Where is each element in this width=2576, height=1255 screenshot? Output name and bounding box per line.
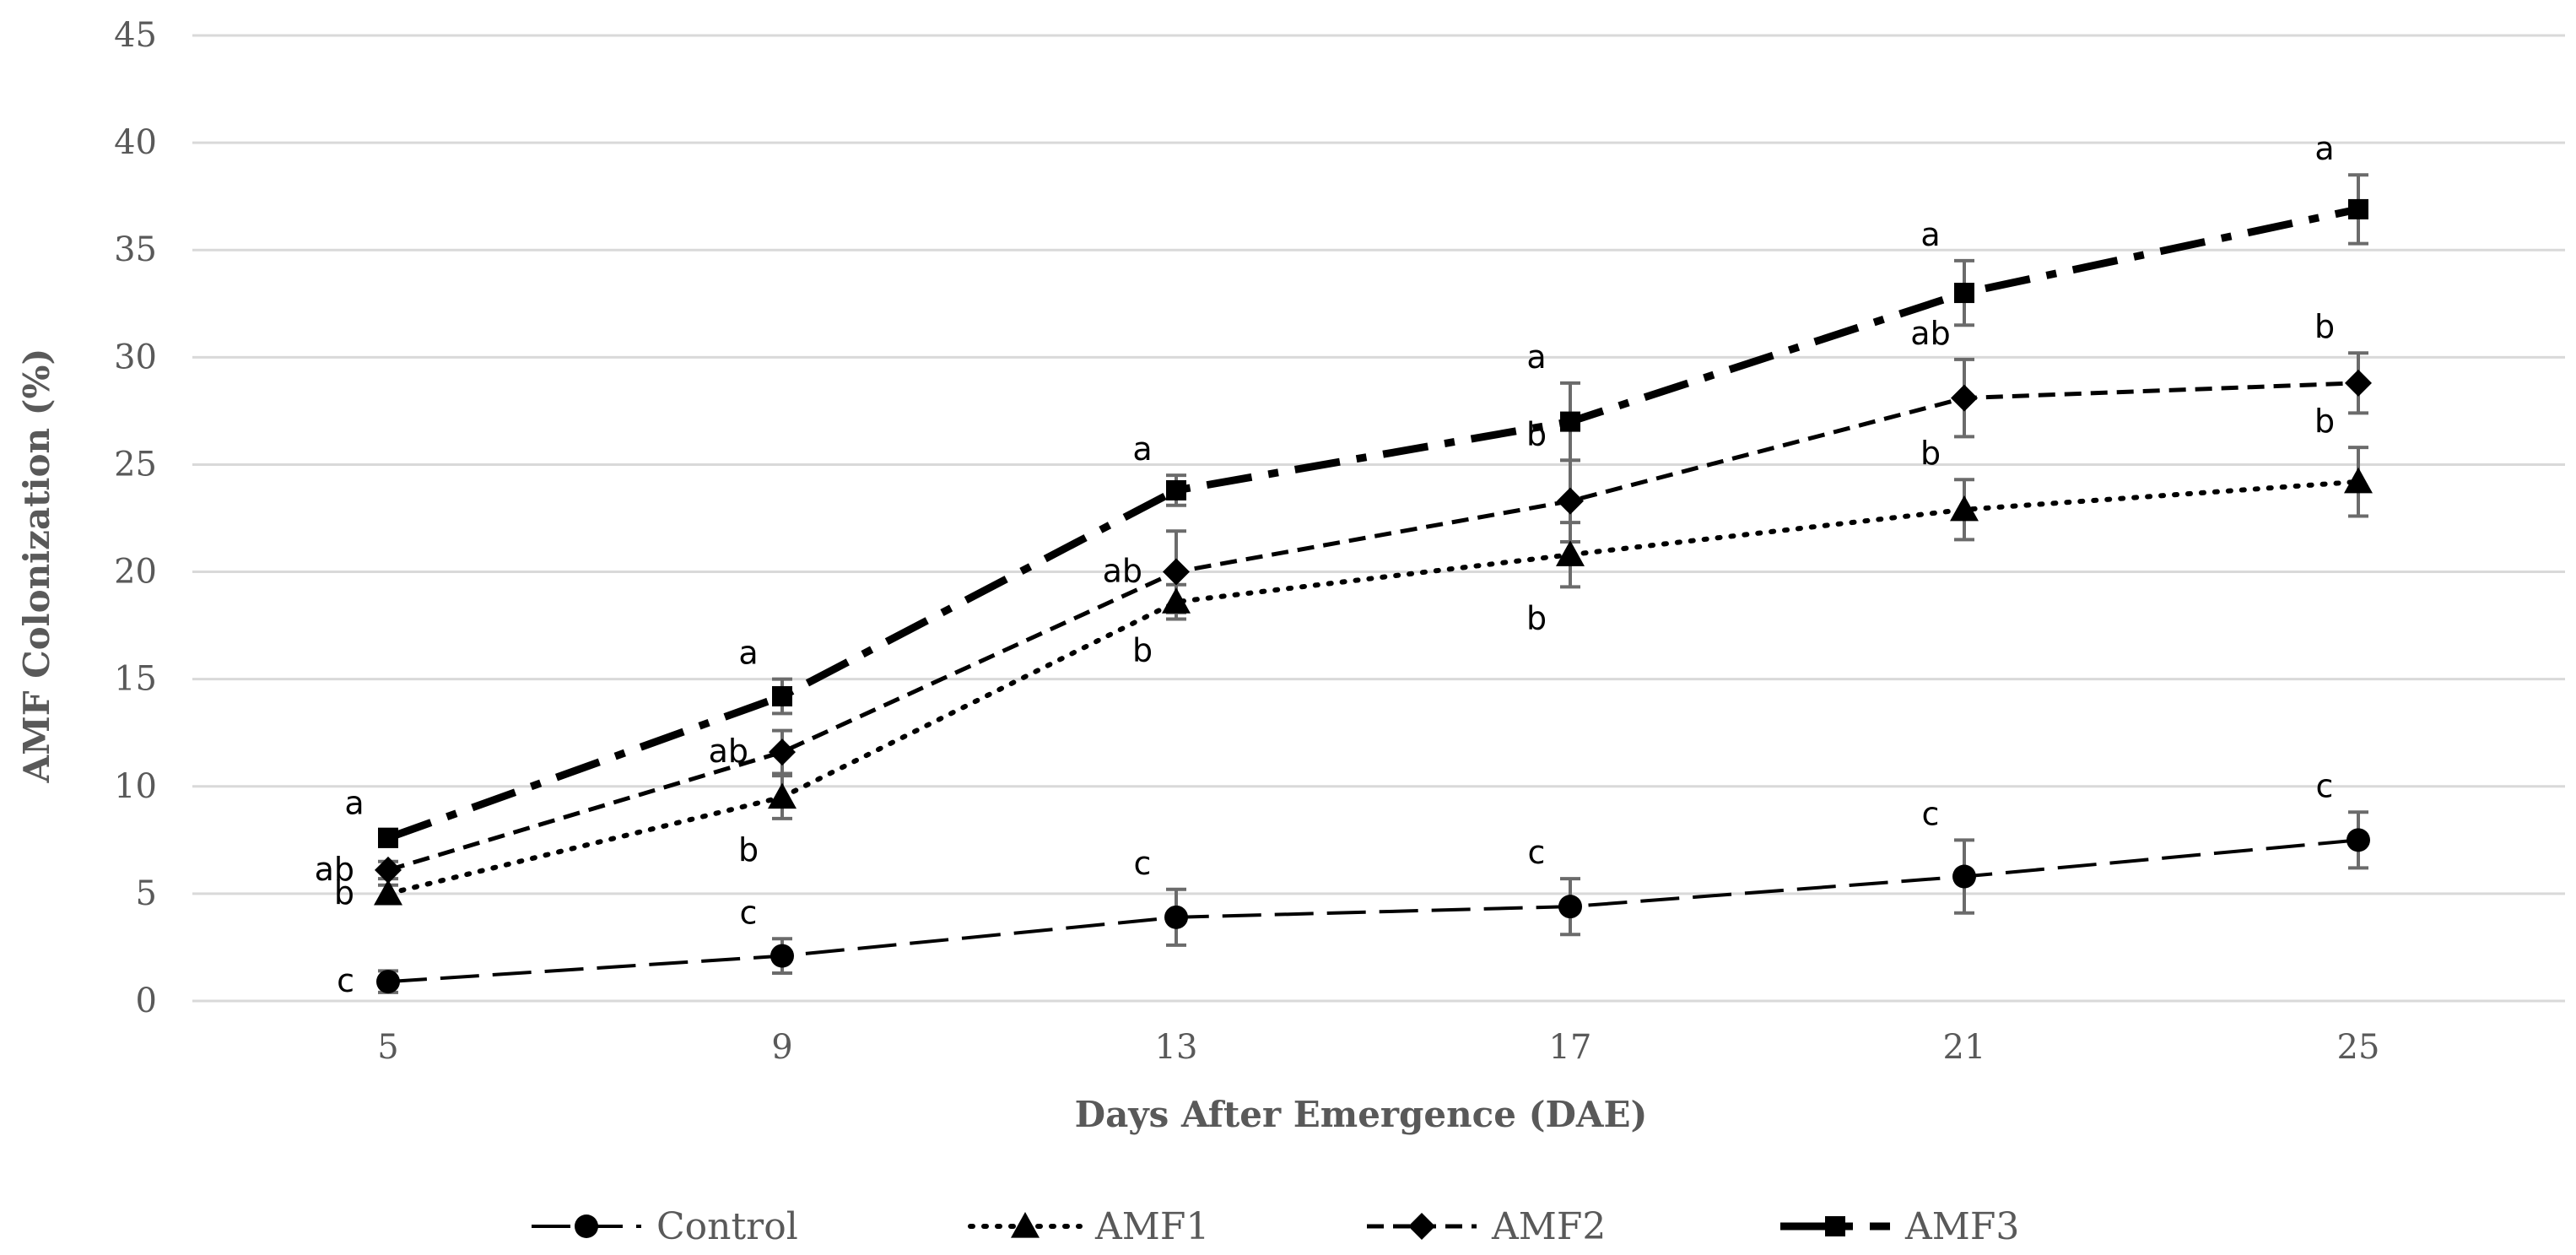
error-bars <box>378 173 2368 994</box>
y-tick-label: 25 <box>114 445 157 484</box>
series-line-amf2 <box>387 381 2359 873</box>
data-point-amf3 <box>1166 479 1186 500</box>
data-point-amf2 <box>1557 487 1584 515</box>
sig-letter-control: c <box>740 894 758 931</box>
data-point-amf3 <box>1560 411 1580 432</box>
legend-item-control: Control <box>532 1205 798 1248</box>
legend-marker-amf3 <box>1825 1216 1845 1236</box>
y-axis-ticks: 0 5 10 15 20 25 30 35 40 45 <box>114 16 157 1020</box>
x-axis-ticks: 5 9 13 17 21 25 <box>377 1028 2379 1067</box>
y-tick-label: 10 <box>114 767 157 806</box>
data-point-amf1 <box>1556 540 1585 566</box>
data-point-amf2 <box>2345 369 2372 397</box>
data-point-amf2 <box>375 856 402 884</box>
data-point-amf1 <box>1950 495 1979 522</box>
data-point-control <box>376 970 400 994</box>
series-lines <box>386 205 2361 984</box>
y-tick-label: 0 <box>136 982 157 1020</box>
y-tick-label: 40 <box>114 123 157 162</box>
y-tick-label: 45 <box>114 16 157 55</box>
sig-letter-amf2: ab <box>1103 553 1142 590</box>
data-point-amf2 <box>769 738 796 766</box>
sig-letter-amf1: b <box>334 874 354 911</box>
data-point-amf1 <box>374 879 402 906</box>
legend-label-amf3: AMF3 <box>1904 1205 2019 1248</box>
sig-letter-amf2: ab <box>709 733 748 770</box>
data-point-amf3 <box>2348 198 2368 219</box>
sig-letter-amf1: b <box>738 831 759 868</box>
y-tick-label: 15 <box>114 660 157 699</box>
y-axis-title: AMF Colonization (%) <box>16 349 57 784</box>
sig-letter-amf3: a <box>344 785 364 822</box>
series-line-amf1 <box>386 479 2361 896</box>
sig-letter-control: c <box>1134 845 1152 882</box>
sig-letter-control: c <box>1922 795 1940 832</box>
data-point-amf1 <box>768 782 797 809</box>
sig-letter-amf3: a <box>1526 338 1546 376</box>
data-point-control <box>1164 905 1188 929</box>
data-point-amf1 <box>2344 467 2373 494</box>
legend-label-amf1: AMF1 <box>1094 1205 1209 1248</box>
sig-letter-amf3: a <box>738 635 758 672</box>
legend-marker-amf1 <box>1011 1212 1040 1238</box>
data-point-control <box>770 944 794 968</box>
data-point-control <box>2346 828 2370 852</box>
sig-letter-amf3: a <box>1132 430 1152 468</box>
y-tick-label: 35 <box>114 230 157 269</box>
data-point-amf3 <box>772 686 792 707</box>
x-tick-label: 5 <box>377 1028 398 1067</box>
legend-label-amf2: AMF2 <box>1491 1205 1606 1248</box>
data-point-amf3 <box>1954 283 1974 304</box>
y-tick-label: 5 <box>136 874 157 913</box>
legend-marker-amf2 <box>1408 1213 1435 1240</box>
sig-letter-control: c <box>2316 767 2334 804</box>
data-point-amf2 <box>1163 558 1190 586</box>
legend-item-amf2: AMF2 <box>1367 1205 1606 1248</box>
sig-letter-amf2: b <box>1526 415 1547 452</box>
data-point-control <box>1558 895 1582 919</box>
sig-letter-control: c <box>337 962 354 999</box>
sig-letter-amf1: b <box>2314 403 2335 440</box>
data-point-control <box>1952 864 1976 889</box>
x-tick-label: 17 <box>1549 1028 1592 1067</box>
legend: Control AMF1 AMF2 AMF3 <box>532 1205 2019 1248</box>
data-point-amf3 <box>378 827 398 848</box>
sig-letter-amf3: a <box>1920 216 1940 253</box>
sig-letter-amf2: b <box>2314 308 2335 345</box>
x-tick-label: 21 <box>1943 1028 1986 1067</box>
y-tick-label: 30 <box>114 338 157 376</box>
sig-letter-amf1: b <box>1920 435 1941 472</box>
x-tick-label: 9 <box>771 1028 792 1067</box>
data-points <box>374 198 2373 994</box>
sig-letter-amf3: a <box>2314 130 2334 167</box>
series-line-control <box>387 838 2359 984</box>
legend-item-amf3: AMF3 <box>1780 1205 2019 1248</box>
legend-label-control: Control <box>656 1205 798 1248</box>
x-tick-label: 13 <box>1155 1028 1198 1067</box>
data-point-amf2 <box>1951 384 1978 412</box>
y-tick-label: 20 <box>114 553 157 592</box>
series-line-amf3 <box>386 205 2359 842</box>
sig-letter-amf1: b <box>1526 599 1547 636</box>
sig-letter-amf1: b <box>1132 631 1153 668</box>
legend-item-amf1: AMF1 <box>968 1205 1209 1248</box>
sig-letter-amf2: ab <box>1910 315 1950 352</box>
grid <box>192 34 2565 1003</box>
sig-letter-control: c <box>1528 834 1546 871</box>
sig-letter-amf2: ab <box>315 851 354 888</box>
x-axis-title: Days After Emergence (DAE) <box>1075 1094 1648 1135</box>
x-tick-label: 25 <box>2337 1028 2380 1067</box>
data-point-amf1 <box>1162 587 1191 614</box>
legend-marker-control <box>575 1214 598 1238</box>
